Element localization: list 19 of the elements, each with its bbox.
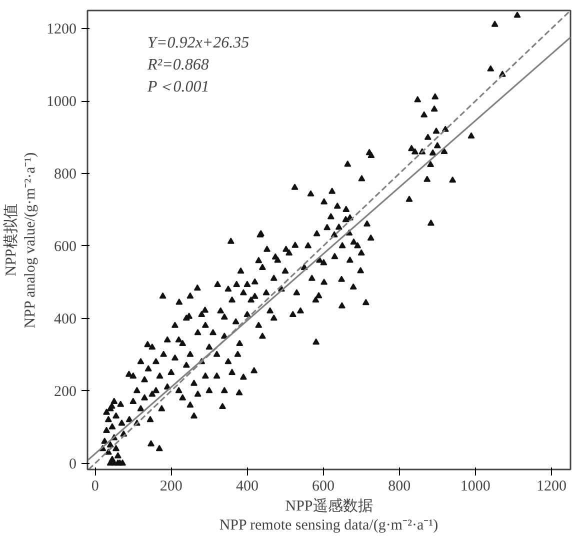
x-tick-label: 600 bbox=[312, 478, 335, 494]
y-tick-label: 0 bbox=[69, 456, 76, 472]
y-tick-label: 200 bbox=[54, 384, 76, 400]
y-tick-label: 400 bbox=[54, 311, 76, 328]
annotation: R²=0.868 bbox=[146, 56, 209, 74]
y-tick-label: 1000 bbox=[46, 94, 76, 110]
x-tick-label: 800 bbox=[388, 478, 411, 494]
x-tick-label: 1200 bbox=[536, 478, 566, 494]
y-tick-label: 800 bbox=[54, 166, 76, 183]
x-axis-title: NPP遥感数据 NPP remote sensing data/(g·m⁻²·a⁻¹) bbox=[219, 498, 438, 534]
x-tick-label: 1000 bbox=[460, 478, 490, 494]
y-axis-title: NPP模拟值 NPP analog value/(g·m⁻²·a⁻¹) bbox=[2, 152, 38, 328]
x-tick-label: 0 bbox=[91, 478, 99, 494]
y-tick-label: 600 bbox=[54, 238, 76, 255]
x-tick-label: 200 bbox=[160, 478, 182, 494]
annotation: P＜0.001 bbox=[146, 78, 210, 96]
x-tick-label: 400 bbox=[236, 478, 258, 494]
annotation: Y=0.92x+26.35 bbox=[148, 34, 250, 52]
y-tick-label: 1200 bbox=[46, 22, 76, 38]
